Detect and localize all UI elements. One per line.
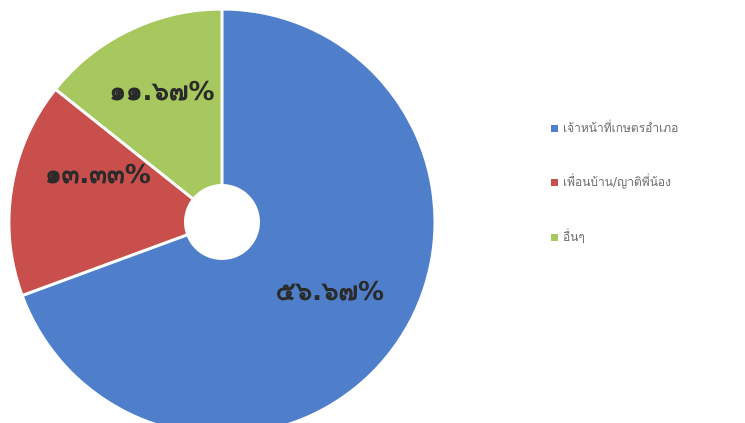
- legend-label: เจ้าหน้าที่เกษตรอำเภอ: [563, 119, 678, 135]
- legend-item: เพื่อนบ้าน/ญาติพี่น้อง: [551, 173, 671, 189]
- legend-swatch: [551, 125, 558, 132]
- legend-swatch: [551, 179, 558, 186]
- slice-others: [53, 7, 224, 226]
- donut-hole: [184, 184, 260, 260]
- data-label: ๑๑.๖๗%: [110, 77, 215, 107]
- slice-neighbors-relatives: [7, 87, 226, 298]
- legend-swatch: [551, 234, 558, 241]
- legend: เจ้าหน้าที่เกษตรอำเภอเพื่อนบ้าน/ญาติพี่น…: [551, 119, 678, 244]
- legend-item: อื่นๆ: [551, 228, 585, 244]
- legend-label: เพื่อนบ้าน/ญาติพี่น้อง: [563, 173, 671, 189]
- legend-item: เจ้าหน้าที่เกษตรอำเภอ: [551, 119, 678, 135]
- data-label: ๑๓.๓๓%: [45, 160, 151, 190]
- data-label: ๕๖.๖๗%: [276, 277, 384, 307]
- legend-label: อื่นๆ: [563, 228, 585, 244]
- data-labels: ๕๖.๖๗% ๑๓.๓๓% ๑๑.๖๗%: [45, 77, 384, 307]
